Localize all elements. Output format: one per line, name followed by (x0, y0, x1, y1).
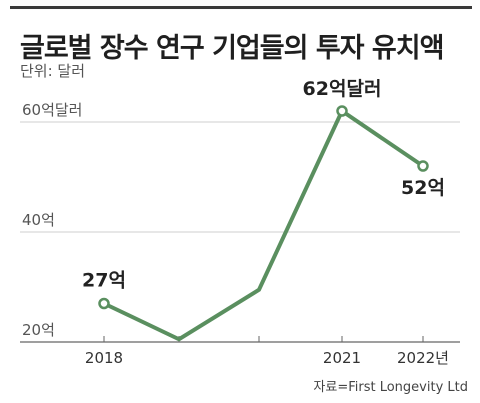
x-tick-label-2018: 2018 (85, 349, 123, 367)
data-point-2021 (336, 105, 348, 117)
series-line (103, 108, 425, 342)
y-tick-label-20: 20억 (22, 321, 55, 339)
data-label-2021: 62억달러 (303, 78, 382, 100)
y-tick-label-60: 60억달러 (22, 101, 83, 119)
unit-label: 단위: 달러 (20, 62, 86, 80)
data-point-2018 (98, 297, 110, 310)
chart-title: 글로벌 장수 연구 기업들의 투자 유치액 (20, 33, 444, 64)
source-note: 자료=First Longevity Ltd (313, 380, 468, 395)
data-label-2022: 52억 (401, 177, 445, 199)
data-point-2022 (417, 160, 429, 172)
data-label-2018: 27억 (82, 270, 126, 292)
x-tick-label-2022: 2022년 (397, 349, 449, 367)
y-tick-label-40: 40억 (22, 211, 55, 229)
top-rule (10, 6, 472, 9)
x-tick-label-2021: 2021 (323, 349, 361, 367)
